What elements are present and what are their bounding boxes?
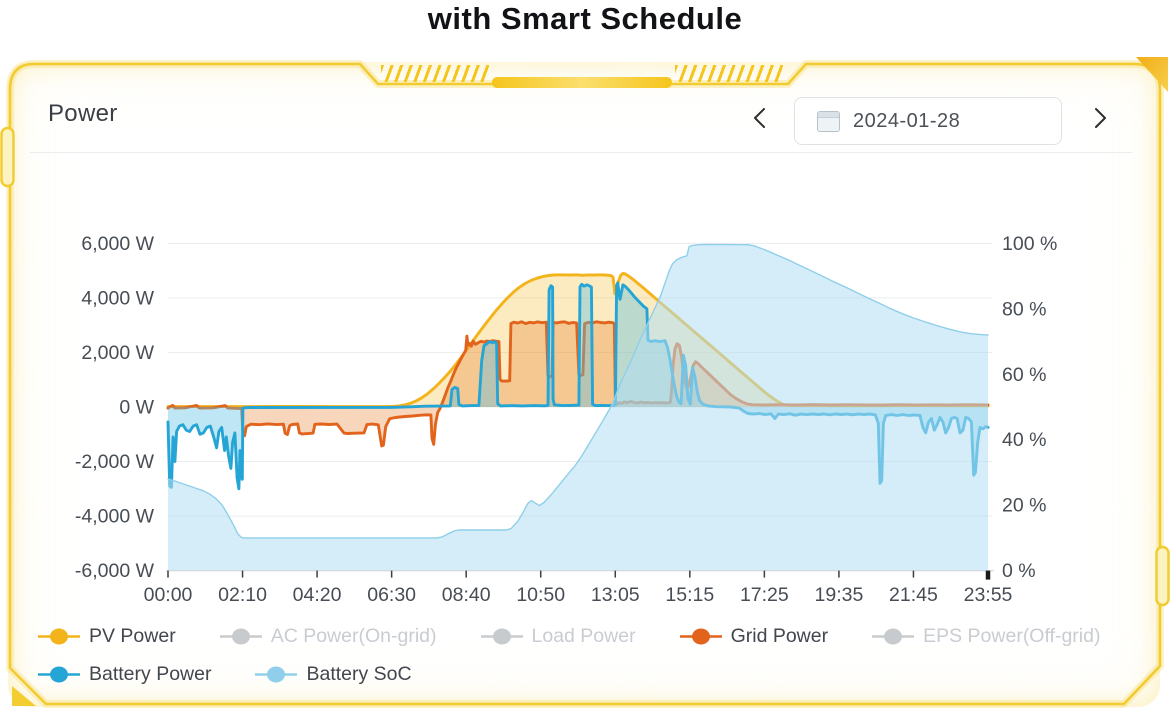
y-left-tick-label: 4,000 W xyxy=(81,287,154,309)
legend-label: EPS Power(Off-grid) xyxy=(923,624,1101,647)
page-title: with Smart Schedule xyxy=(427,1,743,36)
y-left-tick-label: -4,000 W xyxy=(75,506,155,528)
y-right-tick-label: 80 % xyxy=(1002,298,1046,320)
x-tick-label: 10:50 xyxy=(516,584,565,606)
next-date-button[interactable] xyxy=(1086,104,1114,134)
x-tick-label: 17:25 xyxy=(740,584,789,606)
x-tick-label: 04:20 xyxy=(293,584,342,606)
x-tick-label: 21:45 xyxy=(889,584,938,606)
date-picker-field[interactable]: 2024-01-28 xyxy=(794,97,1062,145)
x-tick-label: 15:15 xyxy=(665,584,714,606)
legend-marker-icon xyxy=(480,628,523,644)
legend-marker-icon xyxy=(38,666,80,682)
legend-label: Battery Power xyxy=(89,662,212,685)
legend-marker-icon xyxy=(679,628,722,644)
y-right-tick-label: 20 % xyxy=(1002,495,1046,517)
hazard-stripes-right xyxy=(675,65,783,82)
legend-row: Battery Power Battery SoC xyxy=(38,659,1148,689)
legend-label: Battery SoC xyxy=(306,662,412,685)
x-tick-label: 00:00 xyxy=(144,584,193,606)
legend-item-battery-power[interactable]: Battery Power xyxy=(38,663,211,686)
chart-legend: PV Power AC Power(On-grid) Load Power Grid … xyxy=(38,621,1148,689)
y-left-tick-label: 2,000 W xyxy=(81,342,154,364)
legend-label: AC Power(On-grid) xyxy=(270,624,437,647)
y-left-tick-label: 0 W xyxy=(119,397,154,419)
date-value: 2024-01-28 xyxy=(853,109,961,132)
calendar-icon xyxy=(817,110,840,132)
legend-row: PV Power AC Power(On-grid) Load Power Grid … xyxy=(38,621,1148,651)
y-right-tick-label: 100 % xyxy=(1002,233,1057,255)
y-left-tick-label: -2,000 W xyxy=(75,451,155,473)
y-right-tick-label: 60 % xyxy=(1002,364,1046,386)
y-right-tick-label: 0 % xyxy=(1002,560,1036,582)
legend-item-eps-power-off-grid-[interactable]: EPS Power(Off-grid) xyxy=(872,625,1100,648)
hazard-stripes-left xyxy=(381,65,489,82)
legend-marker-icon xyxy=(872,628,915,644)
y-right-tick-label: 40 % xyxy=(1002,429,1046,451)
legend-marker-icon xyxy=(255,666,298,682)
legend-label: Load Power xyxy=(531,624,636,647)
x-tick-label: 06:30 xyxy=(367,584,416,606)
y-left-tick-label: -6,000 W xyxy=(75,560,155,582)
legend-item-load-power[interactable]: Load Power xyxy=(480,624,636,648)
legend-marker-icon xyxy=(38,628,80,644)
legend-item-grid-power[interactable]: Grid Power xyxy=(679,624,829,648)
legend-marker-icon xyxy=(219,628,262,644)
legend-item-battery-soc[interactable]: Battery SoC xyxy=(255,662,412,686)
x-tick-label: 19:35 xyxy=(815,584,864,606)
x-tick-label: 02:10 xyxy=(218,584,267,606)
x-tick-label: 08:40 xyxy=(442,584,491,606)
legend-item-pv-power[interactable]: PV Power xyxy=(38,625,176,648)
chevron-left-icon xyxy=(754,108,765,128)
y-left-tick-label: 6,000 W xyxy=(81,233,154,255)
prev-date-button[interactable] xyxy=(746,104,774,134)
header-divider xyxy=(30,152,1132,153)
legend-label: PV Power xyxy=(89,624,176,647)
legend-item-ac-power-on-grid-[interactable]: AC Power(On-grid) xyxy=(219,624,437,648)
card-heading: Power xyxy=(48,100,118,127)
x-tick-label: 13:05 xyxy=(591,584,640,606)
chevron-right-icon xyxy=(1095,108,1106,128)
legend-label: Grid Power xyxy=(730,624,829,647)
x-tick-label: 23:55 xyxy=(964,584,1013,606)
